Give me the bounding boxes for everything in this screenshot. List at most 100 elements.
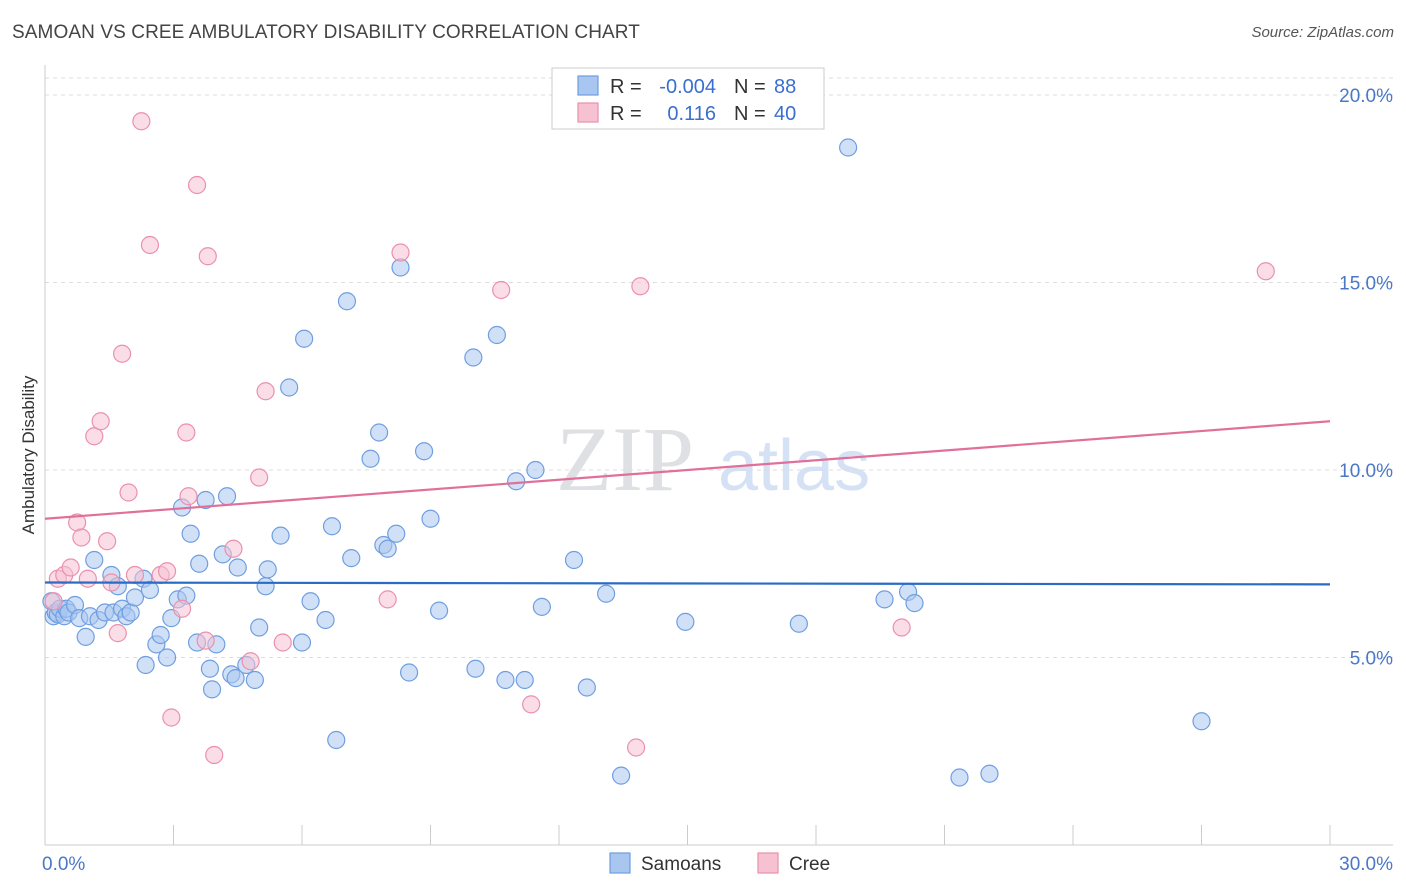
cree-point [273,633,292,652]
samoan-point [140,580,160,600]
samoan-point [181,524,200,543]
samoan-point [316,610,335,630]
legend-n-label-samoan: N = [734,76,766,98]
cree-point [241,652,260,671]
samoan-point [526,460,545,480]
cree-point [492,280,511,300]
cree-point [631,277,650,296]
cree-point [1256,262,1275,281]
samoan-point [612,766,631,785]
trend-lines [44,420,1331,586]
watermark: ZIP atlas [556,408,870,510]
cree-point [91,412,110,431]
samoan-point [250,618,269,637]
samoan-point [271,526,290,545]
legend-r-value-samoan: -0.004 [659,76,716,98]
cree-point [179,487,198,506]
tick-labels: 5.0% 10.0% 15.0% 20.0% 0.0% 30.0% [42,86,1393,875]
samoan-point [226,669,245,688]
samoan-point [322,517,342,536]
samoan-point [370,423,389,442]
series-legend-label-samoans: Samoans [641,854,721,875]
series-legend-label-cree: Cree [789,854,830,875]
source-credit: Source: ZipAtlas.com [1251,24,1394,41]
samoan-points [42,138,1211,787]
samoan-point [151,625,170,645]
cree-point [85,427,104,446]
cree-point [72,528,91,547]
samoan-point [577,678,596,697]
y-tick-label: 20.0% [1339,86,1393,107]
samoan-point [295,329,314,348]
samoan-point [564,550,584,570]
cree-point [522,695,541,714]
samoan-point [950,768,969,787]
series-legend-swatch-samoans [609,852,631,874]
cree-point [78,569,97,588]
samoan-point [301,592,320,611]
series-legend-swatch-cree [757,852,779,874]
samoan-point [980,764,999,783]
samoan-point [157,648,177,667]
cree-point [172,599,192,618]
samoan-point [258,560,277,579]
samoan-point [414,442,434,461]
legend-n-label-cree: N = [734,103,766,125]
cree-point [132,112,151,131]
samoan-point [245,670,264,690]
samoan-point [256,577,275,596]
samoan-point [76,627,95,646]
samoan-point [676,612,695,631]
samoan-point [200,659,220,678]
legend-swatch-samoan [577,75,599,96]
cree-trend-line [44,420,1331,520]
cree-point [162,708,181,727]
legend-n-value-samoan: 88 [774,76,796,98]
samoan-point [342,549,361,568]
legend-r-label-cree: R = [610,103,642,125]
cree-point [119,483,138,502]
cree-point [112,344,132,363]
samoan-point [515,670,534,690]
samoan-point [121,603,140,622]
cree-point [224,539,243,558]
samoan-point [136,655,155,675]
series-legend: Samoans Cree [609,852,830,875]
samoan-trend-line [44,581,1331,586]
samoan-point [387,524,406,543]
cree-point [892,618,911,637]
samoan-point [190,554,209,573]
cree-point [256,382,275,401]
cree-point [108,624,127,643]
cree-point [187,175,207,195]
chart-title: SAMOAN VS CREE AMBULATORY DISABILITY COR… [12,22,640,43]
samoan-point [292,633,312,652]
samoan-point [280,378,299,397]
cree-point [198,247,217,266]
samoan-point [905,594,924,613]
samoan-point [399,663,419,682]
stats-legend: R = -0.004 N = 88 R = 0.116 N = 40 [551,67,825,130]
legend-r-label-samoan: R = [610,76,642,98]
samoan-point [789,614,808,633]
y-axis-label: Ambulatory Disability [19,375,38,534]
samoan-point [125,588,145,607]
samoan-point [228,558,247,577]
cree-point [205,745,224,765]
samoan-point [597,584,616,603]
cree-point [196,631,215,650]
samoan-point [361,449,380,468]
cree-point [125,565,145,585]
legend-n-value-cree: 40 [774,103,796,125]
samoan-point [466,659,485,678]
samoan-point [875,590,894,609]
samoan-point [496,670,515,690]
samoan-point [429,601,449,620]
cree-points [44,112,1275,765]
samoan-point [85,550,104,570]
cree-point [98,532,117,551]
samoan-point [202,680,222,699]
gridlines [45,77,1393,658]
samoan-point [839,138,858,157]
